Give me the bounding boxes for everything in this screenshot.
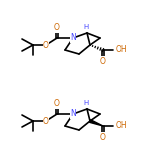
- Text: O: O: [100, 57, 106, 66]
- Text: O: O: [100, 133, 106, 142]
- Text: N: N: [70, 109, 76, 119]
- Text: OH: OH: [116, 45, 128, 55]
- Text: N: N: [70, 33, 76, 43]
- Text: O: O: [54, 100, 60, 109]
- Text: H: H: [83, 100, 89, 106]
- Text: O: O: [43, 40, 49, 50]
- Text: H: H: [83, 24, 89, 30]
- Text: OH: OH: [116, 121, 128, 131]
- Text: O: O: [54, 24, 60, 33]
- Polygon shape: [90, 120, 103, 126]
- Text: O: O: [43, 116, 49, 126]
